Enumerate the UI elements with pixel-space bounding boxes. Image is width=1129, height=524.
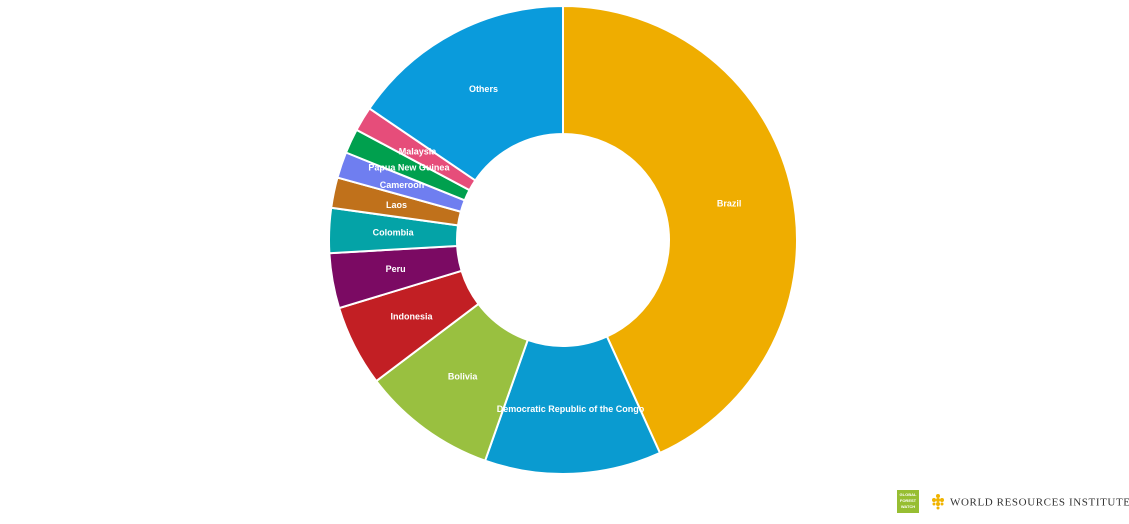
slice-label: Colombia (373, 227, 415, 237)
slice (483, 335, 662, 475)
slice-label: Indonesia (391, 312, 434, 322)
slice-label: Peru (386, 264, 406, 274)
slice-label: Papua New Guinea (368, 162, 450, 172)
slice-label: Democratic Republic of the Congo (497, 404, 645, 414)
gfw-logo-box (897, 490, 919, 513)
wri-logo-icon (932, 494, 944, 510)
slice-label: Cameroon (380, 180, 425, 190)
slice-label: Brazil (717, 198, 742, 208)
slice-label: Others (469, 84, 498, 94)
slice-label: Laos (386, 200, 407, 210)
gfw-logo-text-box: GLOBAL FOREST WATCH (899, 492, 917, 509)
gfw-logo: GLOBAL FOREST WATCH (897, 490, 919, 513)
slice-label: Malaysia (399, 146, 438, 156)
slice-label: Bolivia (448, 372, 479, 382)
slice (562, 4, 798, 455)
gfw-logo-text: GLOBAL FOREST WATCH (899, 492, 917, 509)
wri-logo-text: WORLD RESOURCES INSTITUTE (950, 497, 1129, 509)
wri-logo: WORLD RESOURCES INSTITUTE (932, 494, 1129, 510)
slice (368, 4, 564, 182)
